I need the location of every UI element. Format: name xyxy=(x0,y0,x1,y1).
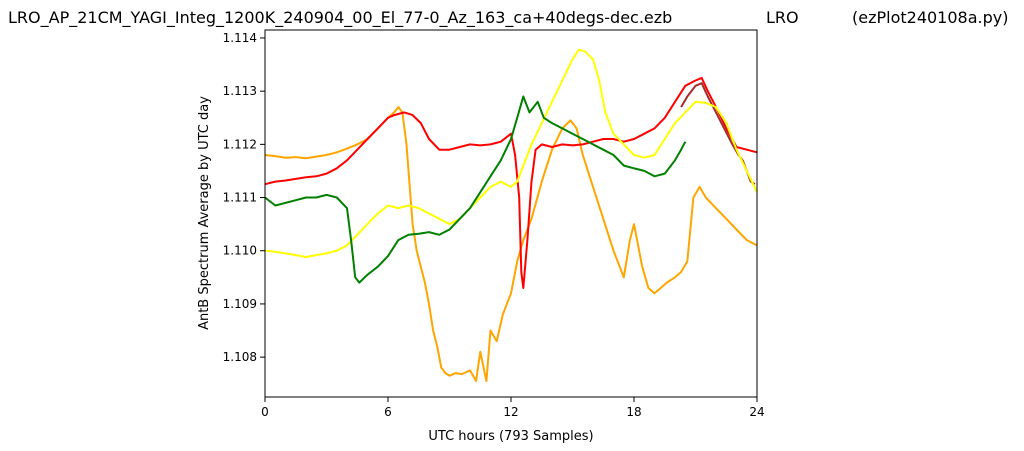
x-tick-label: 0 xyxy=(261,405,269,419)
x-tick-label: 18 xyxy=(626,405,641,419)
x-axis: 0 6 12 18 24 xyxy=(261,397,765,419)
y-tick-label: 1.114 xyxy=(223,31,257,45)
series-line-4 xyxy=(264,48,758,259)
chart-title-right: (ezPlot240108a.py) xyxy=(852,8,1008,27)
series-line-5 xyxy=(264,95,687,284)
y-tick-label: 1.110 xyxy=(223,244,257,258)
y-tick-label: 1.109 xyxy=(223,297,257,311)
x-tick-label: 12 xyxy=(503,405,518,419)
series-line-2 xyxy=(264,76,758,289)
y-tick-label: 1.113 xyxy=(223,84,257,98)
y-tick-label: 1.111 xyxy=(223,191,257,205)
series-layer xyxy=(264,48,758,382)
chart-title-center: LRO xyxy=(766,8,799,27)
series-line-1 xyxy=(264,106,758,382)
chart-title: LRO_AP_21CM_YAGI_Integ_1200K_240904_00_E… xyxy=(8,8,672,28)
x-tick-label: 6 xyxy=(384,405,392,419)
y-tick-label: 1.108 xyxy=(223,350,257,364)
series-line-3 xyxy=(680,82,756,186)
y-axis-label: AntB Spectrum Average by UTC day xyxy=(197,96,212,330)
plot-frame xyxy=(264,29,758,398)
y-axis: 1.108 1.109 1.110 1.111 1.112 1.113 1.114 xyxy=(223,31,265,364)
x-tick-label: 24 xyxy=(749,405,764,419)
x-axis-label: UTC hours (793 Samples) xyxy=(428,429,593,444)
y-tick-label: 1.112 xyxy=(223,137,257,151)
